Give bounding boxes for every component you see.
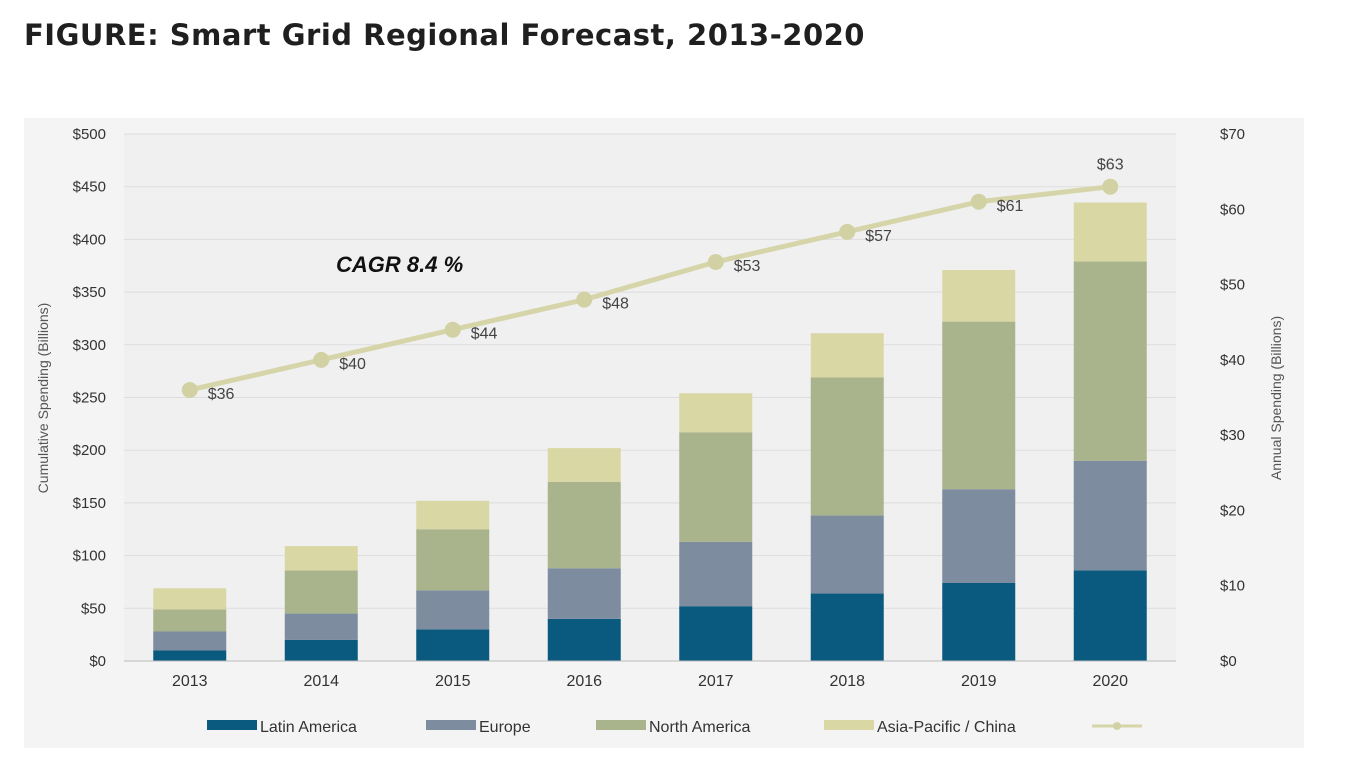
bar-asia-pacific-china-2014 (284, 546, 358, 571)
annual-spending-data-label: $61 (997, 198, 1024, 215)
x-tick-label: 2019 (961, 673, 997, 690)
legend-swatch-latin-america (207, 720, 257, 730)
bar-asia-pacific-china-2016 (547, 448, 621, 482)
bar-latin-america-2018 (810, 593, 884, 661)
bar-north-america-2015 (416, 529, 490, 591)
y-tick-label-right: $0 (1220, 653, 1237, 670)
bar-latin-america-2014 (284, 639, 358, 661)
x-tick-label: 2013 (172, 673, 208, 690)
y-tick-label-left: $200 (73, 442, 106, 459)
annual-spending-point-2020 (1102, 178, 1119, 195)
legend-swatch-north-america (596, 720, 646, 730)
bar-europe-2013 (153, 631, 227, 651)
x-tick-label: 2018 (829, 673, 865, 690)
annual-spending-data-label: $63 (1097, 157, 1124, 174)
legend-swatch-europe (426, 720, 476, 730)
y-tick-label-left: $450 (73, 179, 106, 196)
bar-north-america-2019 (942, 321, 1016, 490)
annual-spending-data-label: $44 (471, 326, 498, 343)
bar-north-america-2014 (284, 570, 358, 614)
bar-asia-pacific-china-2018 (810, 333, 884, 378)
y-tick-label-left: $0 (89, 653, 106, 670)
y-tick-label-right: $70 (1220, 126, 1245, 143)
annual-spending-point-2019 (970, 193, 987, 210)
bar-latin-america-2017 (679, 606, 753, 661)
bar-europe-2014 (284, 613, 358, 640)
y-tick-label-left: $250 (73, 390, 106, 407)
y-tick-label-right: $20 (1220, 502, 1245, 519)
bar-europe-2017 (679, 541, 753, 607)
annual-spending-point-2013 (181, 381, 198, 398)
bar-europe-2019 (942, 489, 1016, 584)
y-tick-label-right: $30 (1220, 427, 1245, 444)
y-tick-label-left: $400 (73, 231, 106, 248)
annual-spending-point-2016 (576, 291, 593, 308)
y-tick-label-right: $40 (1220, 352, 1245, 369)
bar-europe-2016 (547, 568, 621, 619)
legend-label: North America (649, 719, 750, 736)
chart-container: $36 $40 $44 $48 $53 $57 $61 $63 $0 $50 $100 $150 $2… (24, 118, 1304, 748)
y-tick-label-left: $150 (73, 495, 106, 512)
y-tick-label-left: $300 (73, 337, 106, 354)
y-axis-label-left: Cumulative Spending (Billions) (35, 303, 51, 494)
cagr-annotation: CAGR 8.4 % (336, 252, 463, 277)
y-axis-label-right: Annual Spending (Billions) (1268, 316, 1284, 480)
bar-latin-america-2016 (547, 618, 621, 661)
bar-north-america-2020 (1073, 261, 1147, 461)
chart-svg: $36 $40 $44 $48 $53 $57 $61 $63 $0 $50 $100 $150 $2… (24, 118, 1304, 748)
y-tick-label-right: $10 (1220, 578, 1245, 595)
annual-spending-data-label: $57 (865, 228, 892, 245)
annual-spending-data-label: $48 (602, 296, 629, 313)
bar-asia-pacific-china-2020 (1073, 202, 1147, 262)
legend-label: Latin America (260, 719, 357, 736)
legend: Latin America Europe North America Asia-Pac… (207, 719, 1142, 736)
bars (153, 202, 1147, 661)
legend-label: Asia-Pacific / China (877, 719, 1016, 736)
annual-spending-point-2014 (313, 351, 330, 368)
x-tick-label: 2015 (435, 673, 471, 690)
annual-spending-data-label: $36 (208, 386, 235, 403)
bar-latin-america-2019 (942, 583, 1016, 661)
bar-latin-america-2013 (153, 650, 227, 661)
x-tick-label: 2017 (698, 673, 734, 690)
bar-europe-2018 (810, 515, 884, 594)
annual-spending-point-2018 (839, 223, 856, 240)
x-tick-label: 2014 (303, 673, 339, 690)
annual-spending-point-2015 (444, 321, 461, 338)
x-tick-label: 2020 (1092, 673, 1128, 690)
legend-swatch-asia-pacific-china (824, 720, 874, 730)
bar-europe-2020 (1073, 460, 1147, 571)
bar-north-america-2016 (547, 481, 621, 569)
y-tick-label-left: $50 (81, 600, 106, 617)
bar-north-america-2013 (153, 609, 227, 632)
y-tick-label-right: $50 (1220, 277, 1245, 294)
axes: $0 $50 $100 $150 $200 $250 $300 $350 $400 $450 $50… (73, 126, 1245, 690)
annual-spending-point-2017 (707, 253, 724, 270)
bar-north-america-2018 (810, 377, 884, 516)
bar-north-america-2017 (679, 432, 753, 542)
annual-spending-data-label: $40 (339, 356, 366, 373)
x-tick-label: 2016 (566, 673, 602, 690)
legend-line-marker (1113, 722, 1121, 730)
bar-asia-pacific-china-2015 (416, 500, 490, 530)
y-tick-label-left: $350 (73, 284, 106, 301)
y-tick-label-right: $60 (1220, 201, 1245, 218)
legend-label: Europe (479, 719, 531, 736)
annual-spending-data-label: $53 (734, 258, 761, 275)
annual-spending-line: $36 $40 $44 $48 $53 $57 $61 $63 (181, 157, 1124, 403)
bar-asia-pacific-china-2019 (942, 269, 1016, 322)
bar-latin-america-2020 (1073, 570, 1147, 661)
bar-latin-america-2015 (416, 629, 490, 661)
bar-asia-pacific-china-2017 (679, 393, 753, 433)
y-tick-label-left: $500 (73, 126, 106, 143)
annual-spending-line-path (189, 184, 1111, 393)
bar-asia-pacific-china-2013 (153, 588, 227, 610)
page-title: FIGURE: Smart Grid Regional Forecast, 20… (24, 18, 865, 52)
bar-europe-2015 (416, 590, 490, 630)
y-tick-label-left: $100 (73, 548, 106, 565)
